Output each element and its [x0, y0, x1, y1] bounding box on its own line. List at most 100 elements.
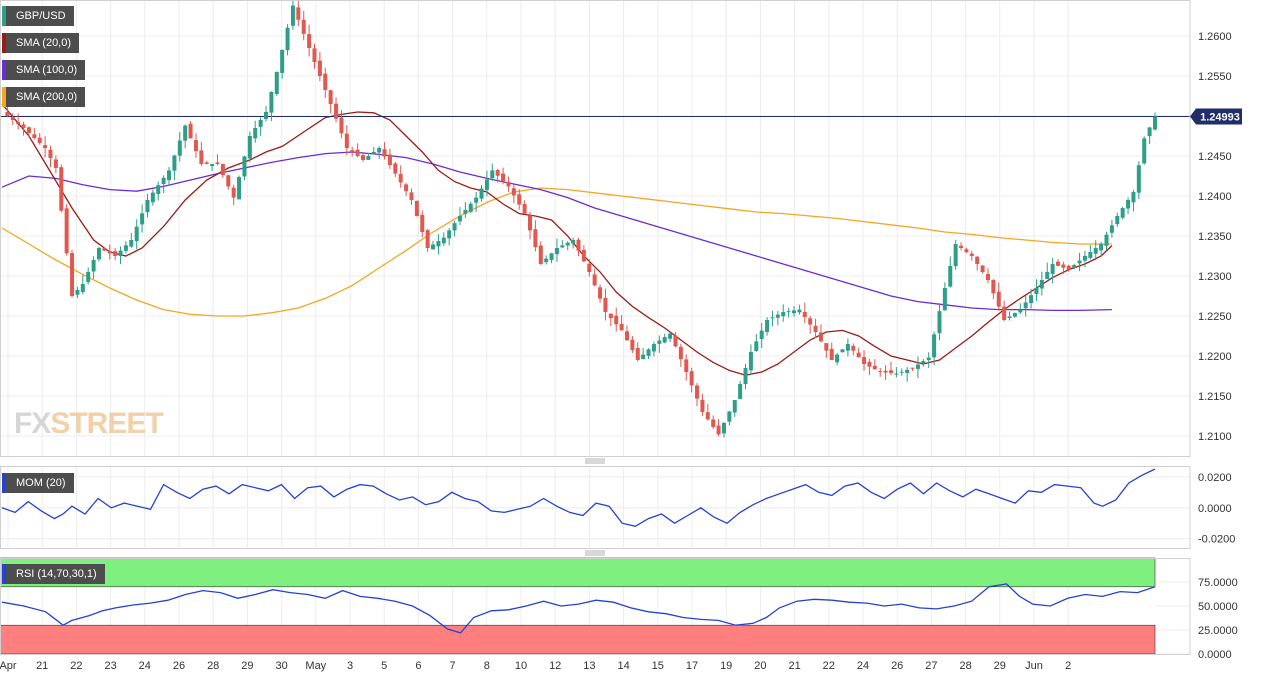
candle-body	[21, 124, 26, 128]
candle-body	[118, 250, 123, 257]
candle-body	[1077, 260, 1082, 264]
candle-body	[1082, 256, 1087, 261]
candle-body	[1034, 288, 1039, 294]
rsi-bands	[0, 557, 1156, 655]
fxstreet-watermark: FXSTREET	[14, 407, 164, 441]
candle-body	[183, 125, 188, 141]
x-tick-label: 19	[720, 660, 732, 672]
candle-body	[468, 203, 473, 212]
x-tick-label: 12	[549, 660, 561, 672]
legend-sma20[interactable]: SMA (20,0)	[2, 33, 80, 53]
candle-body	[274, 72, 279, 95]
x-tick-label: 15	[652, 660, 664, 672]
x-tick-label: 22	[823, 660, 835, 672]
y-tick-label: 1.2400	[1198, 191, 1232, 203]
candle-body	[75, 290, 80, 295]
candle-body	[1093, 248, 1098, 254]
rsi-line	[1, 583, 1156, 634]
candle-body	[635, 347, 640, 360]
candle-body	[813, 325, 818, 332]
x-tick-label: 24	[139, 660, 151, 672]
candle-body	[630, 339, 635, 351]
candle-body	[824, 343, 829, 351]
candle-body	[738, 384, 743, 399]
x-tick-label: 23	[104, 660, 116, 672]
candle-body	[484, 179, 489, 191]
candle-body	[1012, 313, 1017, 317]
x-tick-label: 29	[994, 660, 1006, 672]
candle-body	[748, 352, 753, 371]
candle-body	[705, 412, 710, 420]
candle-body	[210, 164, 215, 167]
candle-body	[253, 128, 258, 139]
candle-body	[1126, 200, 1131, 209]
candle-body	[695, 385, 700, 399]
candle-body	[1056, 261, 1061, 266]
sma200-line	[1, 187, 1112, 317]
candle-body	[204, 162, 209, 164]
candle-body	[5, 112, 10, 116]
candle-body	[969, 253, 974, 256]
x-tick-label: 28	[959, 660, 971, 672]
candle-body	[32, 134, 37, 138]
candle-body	[269, 92, 274, 113]
candle-body	[840, 349, 845, 353]
legend-rsi[interactable]: RSI (14,70,30,1)	[2, 564, 105, 584]
candle-body	[727, 411, 732, 422]
candle-body	[528, 215, 533, 231]
candle-body	[678, 346, 683, 360]
candle-body	[431, 244, 436, 250]
legend-mom[interactable]: MOM (20)	[2, 473, 74, 493]
candle-body	[538, 245, 543, 264]
candle-body	[290, 5, 295, 26]
candle-body	[1045, 272, 1050, 280]
candle-body	[770, 317, 775, 319]
candle-body	[700, 399, 705, 412]
candle-body	[48, 149, 53, 158]
x-tick-label: Jun	[1025, 660, 1043, 672]
candle-body	[350, 150, 355, 152]
candle-body	[355, 149, 360, 156]
y-tick-label: 1.2150	[1198, 391, 1232, 403]
candle-body	[188, 123, 193, 139]
candle-body	[1153, 116, 1157, 130]
candle-body	[899, 371, 904, 373]
candle-body	[323, 73, 328, 90]
legend-sma100[interactable]: SMA (100,0)	[2, 60, 86, 80]
candle-body	[134, 226, 139, 242]
candle-body	[829, 348, 834, 360]
candle-body	[1061, 264, 1066, 268]
current-price-label: 1.24993	[1200, 112, 1240, 124]
candle-body	[765, 320, 770, 332]
candle-body	[937, 311, 942, 334]
legend-gbpusd[interactable]: GBP/USD	[2, 6, 74, 26]
x-tick-label: 21	[36, 660, 48, 672]
candle-body	[673, 335, 678, 347]
candle-body	[387, 154, 392, 166]
candle-body	[888, 370, 893, 374]
candle-body	[948, 266, 953, 287]
candle-body	[285, 27, 290, 51]
y-tick-label: 25.0000	[1198, 625, 1238, 637]
x-tick-label: 21	[788, 660, 800, 672]
candle-body	[231, 187, 236, 198]
candle-body	[1050, 264, 1055, 274]
x-tick-label: 17	[686, 660, 698, 672]
candle-body	[867, 361, 872, 367]
candle-body	[366, 156, 371, 160]
candle-body	[641, 354, 646, 360]
candle-body	[334, 103, 339, 119]
candle-body	[689, 371, 694, 386]
candle-body	[172, 155, 177, 171]
candle-body	[797, 309, 802, 313]
candle-body	[781, 312, 786, 317]
panel-frame	[0, 0, 1191, 457]
panel-frames	[0, 0, 1191, 655]
y-tick-label: 0.0000	[1198, 649, 1232, 661]
candle-body	[910, 367, 915, 369]
candle-body	[1142, 138, 1147, 164]
candle-body	[668, 333, 673, 339]
legend-sma200[interactable]: SMA (200,0)	[2, 87, 86, 107]
candle-body	[70, 253, 75, 296]
